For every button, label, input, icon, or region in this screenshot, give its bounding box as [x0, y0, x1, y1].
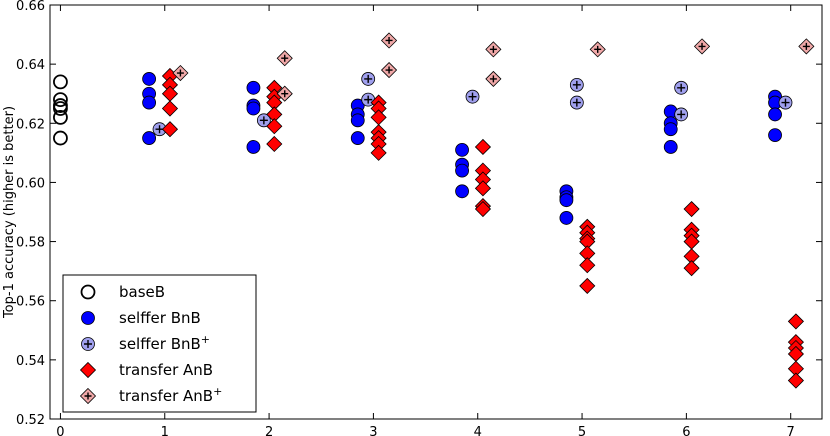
data-point: [693, 38, 711, 55]
data-point: [455, 163, 469, 178]
data-point: [768, 107, 782, 122]
data-point: [142, 72, 157, 86]
data-point: [142, 95, 157, 110]
data-point: [161, 100, 179, 117]
data-point: [474, 180, 492, 197]
legend-entry: selffer BnB: [81, 309, 201, 327]
data-point: [683, 260, 700, 277]
x-tick-label: 1: [161, 425, 169, 436]
data-point: [485, 70, 502, 87]
data-point: [474, 200, 492, 218]
data-point: [589, 41, 606, 58]
data-point: [663, 122, 678, 137]
data-point: [787, 372, 804, 389]
data-point: [569, 95, 584, 110]
x-axis: 0 1 2 3 4 5 6 7: [56, 5, 795, 436]
series-transfer-anb: [161, 67, 804, 389]
x-tick-label: 4: [474, 425, 482, 436]
y-tick-label: 0.62: [16, 117, 45, 132]
data-point: [380, 32, 398, 49]
data-point: [276, 50, 293, 67]
y-tick-label: 0.56: [16, 295, 45, 310]
series-baseb: [53, 74, 68, 146]
legend-frame: [62, 274, 257, 413]
y-tick-label: 0.66: [16, 0, 45, 14]
data-point: [350, 113, 365, 128]
data-point: [246, 80, 261, 95]
y-axis: 0.52 0.54 0.56 0.58 0.60 0.62 0.64 0.66: [16, 0, 822, 428]
legend-marker: [81, 311, 95, 325]
data-point: [172, 64, 189, 82]
data-point: [246, 140, 261, 154]
legend-entry: transfer AnB: [79, 361, 213, 379]
data-point: [465, 89, 480, 104]
data-point: [53, 101, 68, 116]
data-point: [53, 109, 68, 125]
data-point: [256, 113, 271, 128]
x-tick-label: 7: [787, 425, 795, 436]
data-point: [161, 85, 179, 102]
y-axis-label: Top-1 accuracy (higher is better): [2, 106, 17, 319]
data-point: [53, 130, 68, 146]
data-point: [53, 92, 68, 108]
data-point: [266, 118, 283, 135]
x-tick-label: 2: [265, 425, 273, 436]
data-point: [674, 80, 689, 95]
data-point: [350, 131, 365, 145]
data-point: [485, 41, 502, 58]
y-tick-label: 0.58: [16, 236, 45, 251]
data-point: [276, 85, 293, 102]
series-transfer-anb-: [172, 32, 815, 102]
data-point: [569, 77, 584, 92]
legend-label: selffer BnB+: [119, 333, 210, 353]
legend-label: transfer AnB+: [119, 385, 222, 405]
plot-frame: [49, 4, 823, 420]
legend-marker: [80, 284, 96, 300]
x-tick-label: 0: [56, 425, 64, 436]
data-point: [674, 107, 689, 122]
data-point: [559, 193, 574, 208]
data-point: [161, 121, 179, 138]
legend: baseB selffer BnB selffer BnB+ transfer AnB…: [62, 274, 257, 413]
series-selffer-bnb: [142, 72, 782, 225]
legend-label: transfer AnB: [119, 361, 213, 379]
legend-entry: transfer AnB+: [79, 385, 222, 405]
legend-label: selffer BnB: [119, 309, 201, 327]
data-point: [266, 135, 283, 153]
data-point: [579, 277, 596, 294]
data-point: [142, 131, 157, 145]
data-point: [778, 95, 793, 110]
x-tick-label: 3: [369, 425, 377, 436]
y-tick-label: 0.64: [16, 58, 45, 73]
data-point: [683, 200, 700, 218]
legend-marker: [81, 337, 95, 351]
x-tick-label: 5: [578, 425, 586, 436]
data-point: [579, 257, 596, 274]
legend-marker: [79, 387, 97, 405]
data-point: [370, 144, 387, 161]
data-point: [361, 72, 376, 86]
data-point: [246, 101, 261, 116]
legend-marker: [79, 361, 97, 379]
data-point: [380, 61, 398, 79]
data-point: [455, 184, 469, 199]
y-tick-label: 0.60: [16, 176, 45, 191]
x-tick-label: 6: [682, 425, 690, 436]
data-point: [663, 140, 678, 154]
data-point: [474, 138, 492, 156]
data-point: [798, 38, 815, 55]
y-tick-label: 0.52: [16, 413, 45, 428]
data-point: [787, 313, 804, 330]
data-point: [768, 128, 782, 143]
y-tick-label: 0.54: [16, 354, 45, 369]
data-point: [370, 109, 387, 126]
data-point: [53, 74, 68, 90]
data-point: [559, 211, 574, 225]
data-point: [455, 142, 469, 157]
data-points: [53, 32, 815, 389]
legend-entry: baseB: [80, 283, 165, 301]
legend-label: baseB: [119, 283, 165, 301]
legend-entry: selffer BnB+: [81, 333, 210, 353]
